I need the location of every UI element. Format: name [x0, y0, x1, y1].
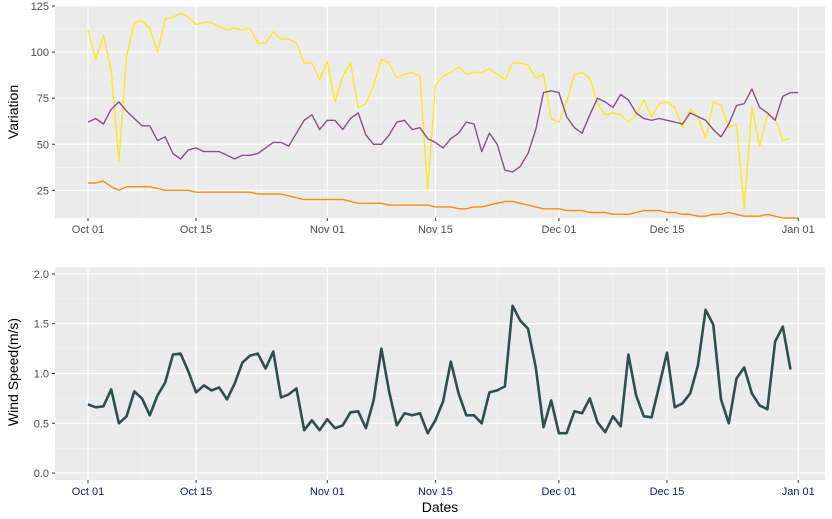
y-tick-label: 1.5	[34, 319, 49, 331]
y-tick-label: 50	[37, 139, 49, 151]
x-tick-label: Oct 15	[180, 224, 212, 236]
x-tick-label: Nov 01	[310, 486, 345, 498]
wind-speed-major-grid	[55, 267, 825, 480]
y-tick-label: 125	[31, 1, 49, 13]
x-tick-label: Oct 01	[72, 486, 104, 498]
y-tick-label: 100	[31, 47, 49, 59]
variation-panel: 25 50 75 100 125 Oct 01 Oct 15 Nov 01 Nov 15 Dec…	[5, 1, 825, 236]
dates-x-axis-title: Dates	[422, 499, 459, 515]
y-tick-label: 25	[37, 185, 49, 197]
wind-speed-y-tick-labels: 0.0 0.5 1.0 1.5 2.0	[34, 269, 49, 480]
variation-y-tick-labels: 25 50 75 100 125	[31, 1, 49, 197]
x-tick-label: Dec 01	[541, 486, 576, 498]
variation-axis-ticks	[52, 5, 799, 221]
variation-series-line-2	[87, 88, 799, 173]
x-tick-label: Oct 15	[180, 486, 212, 498]
x-tick-label: Dec 15	[650, 224, 685, 236]
wind-speed-axis-ticks	[52, 273, 799, 483]
x-tick-label: Jan 01	[782, 224, 815, 236]
variation-series-line-3	[88, 180, 799, 219]
wind-speed-panel: 0.0 0.5 1.0 1.5 2.0 Oct 01 Oct 15 Nov 01 Nov 15…	[5, 267, 825, 515]
x-tick-label: Dec 15	[650, 486, 685, 498]
x-tick-label: Nov 01	[310, 224, 345, 236]
variation-y-axis-title: Variation	[5, 85, 21, 139]
variation-plot-background	[55, 6, 825, 218]
y-tick-label: 2.0	[34, 269, 49, 281]
x-tick-label: Dec 01	[541, 224, 576, 236]
y-tick-label: 0.5	[34, 418, 49, 430]
y-tick-label: 0.0	[34, 468, 49, 480]
wind-speed-series-group	[87, 304, 792, 435]
variation-x-tick-labels: Oct 01 Oct 15 Nov 01 Nov 15 Dec 01 Dec 15 Jan …	[72, 224, 815, 236]
y-tick-label: 75	[37, 93, 49, 105]
x-tick-label: Jan 01	[782, 486, 815, 498]
variation-series-group	[87, 12, 799, 219]
x-tick-label: Oct 01	[72, 224, 104, 236]
x-tick-label: Nov 15	[418, 224, 453, 236]
variation-minor-grid	[55, 6, 825, 218]
wind-speed-x-tick-labels: Oct 01 Oct 15 Nov 01 Nov 15 Dec 01 Dec 15 Jan …	[72, 486, 815, 498]
y-tick-label: 1.0	[34, 369, 49, 381]
variation-series-line-1	[87, 12, 791, 210]
x-tick-label: Nov 15	[418, 486, 453, 498]
wind-speed-y-axis-title: Wind Speed(m/s)	[5, 318, 21, 426]
wind-speed-series-line-1	[87, 304, 792, 435]
